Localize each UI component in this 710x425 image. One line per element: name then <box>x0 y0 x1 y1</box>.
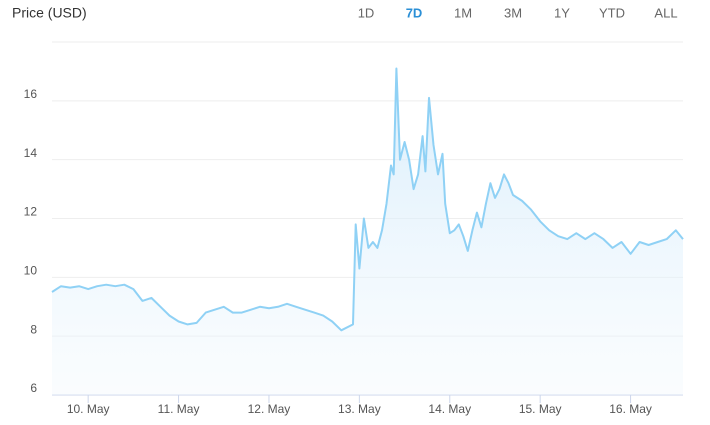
x-tick-label: 12. May <box>248 402 291 416</box>
range-button[interactable]: ALL <box>654 5 677 20</box>
x-tick-label: 15. May <box>519 402 562 416</box>
y-tick-label: 14 <box>24 146 38 160</box>
range-button[interactable]: 7D <box>406 5 423 20</box>
x-tick-label: 10. May <box>67 402 110 416</box>
y-tick-label: 6 <box>30 381 37 395</box>
range-button[interactable]: YTD <box>599 5 625 20</box>
x-tick-label: 13. May <box>338 402 381 416</box>
area-fill <box>52 68 683 395</box>
price-line <box>51 67 684 332</box>
x-tick-label: 11. May <box>158 402 200 416</box>
chart-title: Price (USD) <box>12 5 87 21</box>
y-tick-label: 16 <box>24 87 38 101</box>
range-button[interactable]: 3M <box>504 5 522 20</box>
x-tick-label: 14. May <box>428 402 471 416</box>
range-button[interactable]: 1D <box>358 5 375 20</box>
range-button[interactable]: 1M <box>454 5 472 20</box>
x-tick-label: 16. May <box>609 402 652 416</box>
range-button[interactable]: 1Y <box>554 5 570 20</box>
y-tick-label: 10 <box>24 264 38 278</box>
y-tick-label: 12 <box>24 205 38 219</box>
y-tick-label: 8 <box>30 322 37 336</box>
